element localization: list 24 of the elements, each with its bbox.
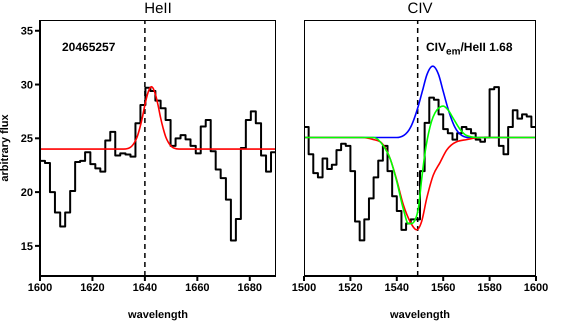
x-tick-label: 1580 [477,282,502,294]
x-axis-title: wavelength [127,309,188,321]
y-tick-label: 15 [20,240,33,253]
line-series [40,86,276,150]
x-axis-title: wavelength [389,309,450,321]
y-axis-title: arbitrary flux [0,113,11,182]
x-tick-label: 1640 [132,282,158,294]
x-tick-label: 1560 [430,282,456,294]
x-tick-label: 1500 [292,282,316,294]
y-tick-label: 30 [20,79,33,92]
y-tick-label: 20 [20,187,33,200]
y-tick-label: 25 [20,133,33,146]
text: CIV$_{em}$/HeII 1.68 [426,40,512,58]
x-tick-label: 1520 [338,282,363,294]
y-tick-label: 35 [20,26,33,38]
x-tick-label: 1600 [524,282,548,294]
chart-title: HeII [143,0,173,17]
x-tick-label: 1660 [185,282,210,294]
x-tick-label: 1680 [238,282,262,294]
chart-title: CIV [406,0,434,17]
x-tick-label: 1620 [80,282,105,294]
annotation: 20465257 [62,40,116,54]
x-tick-label: 1600 [28,282,52,294]
x-tick-label: 1540 [384,282,410,294]
